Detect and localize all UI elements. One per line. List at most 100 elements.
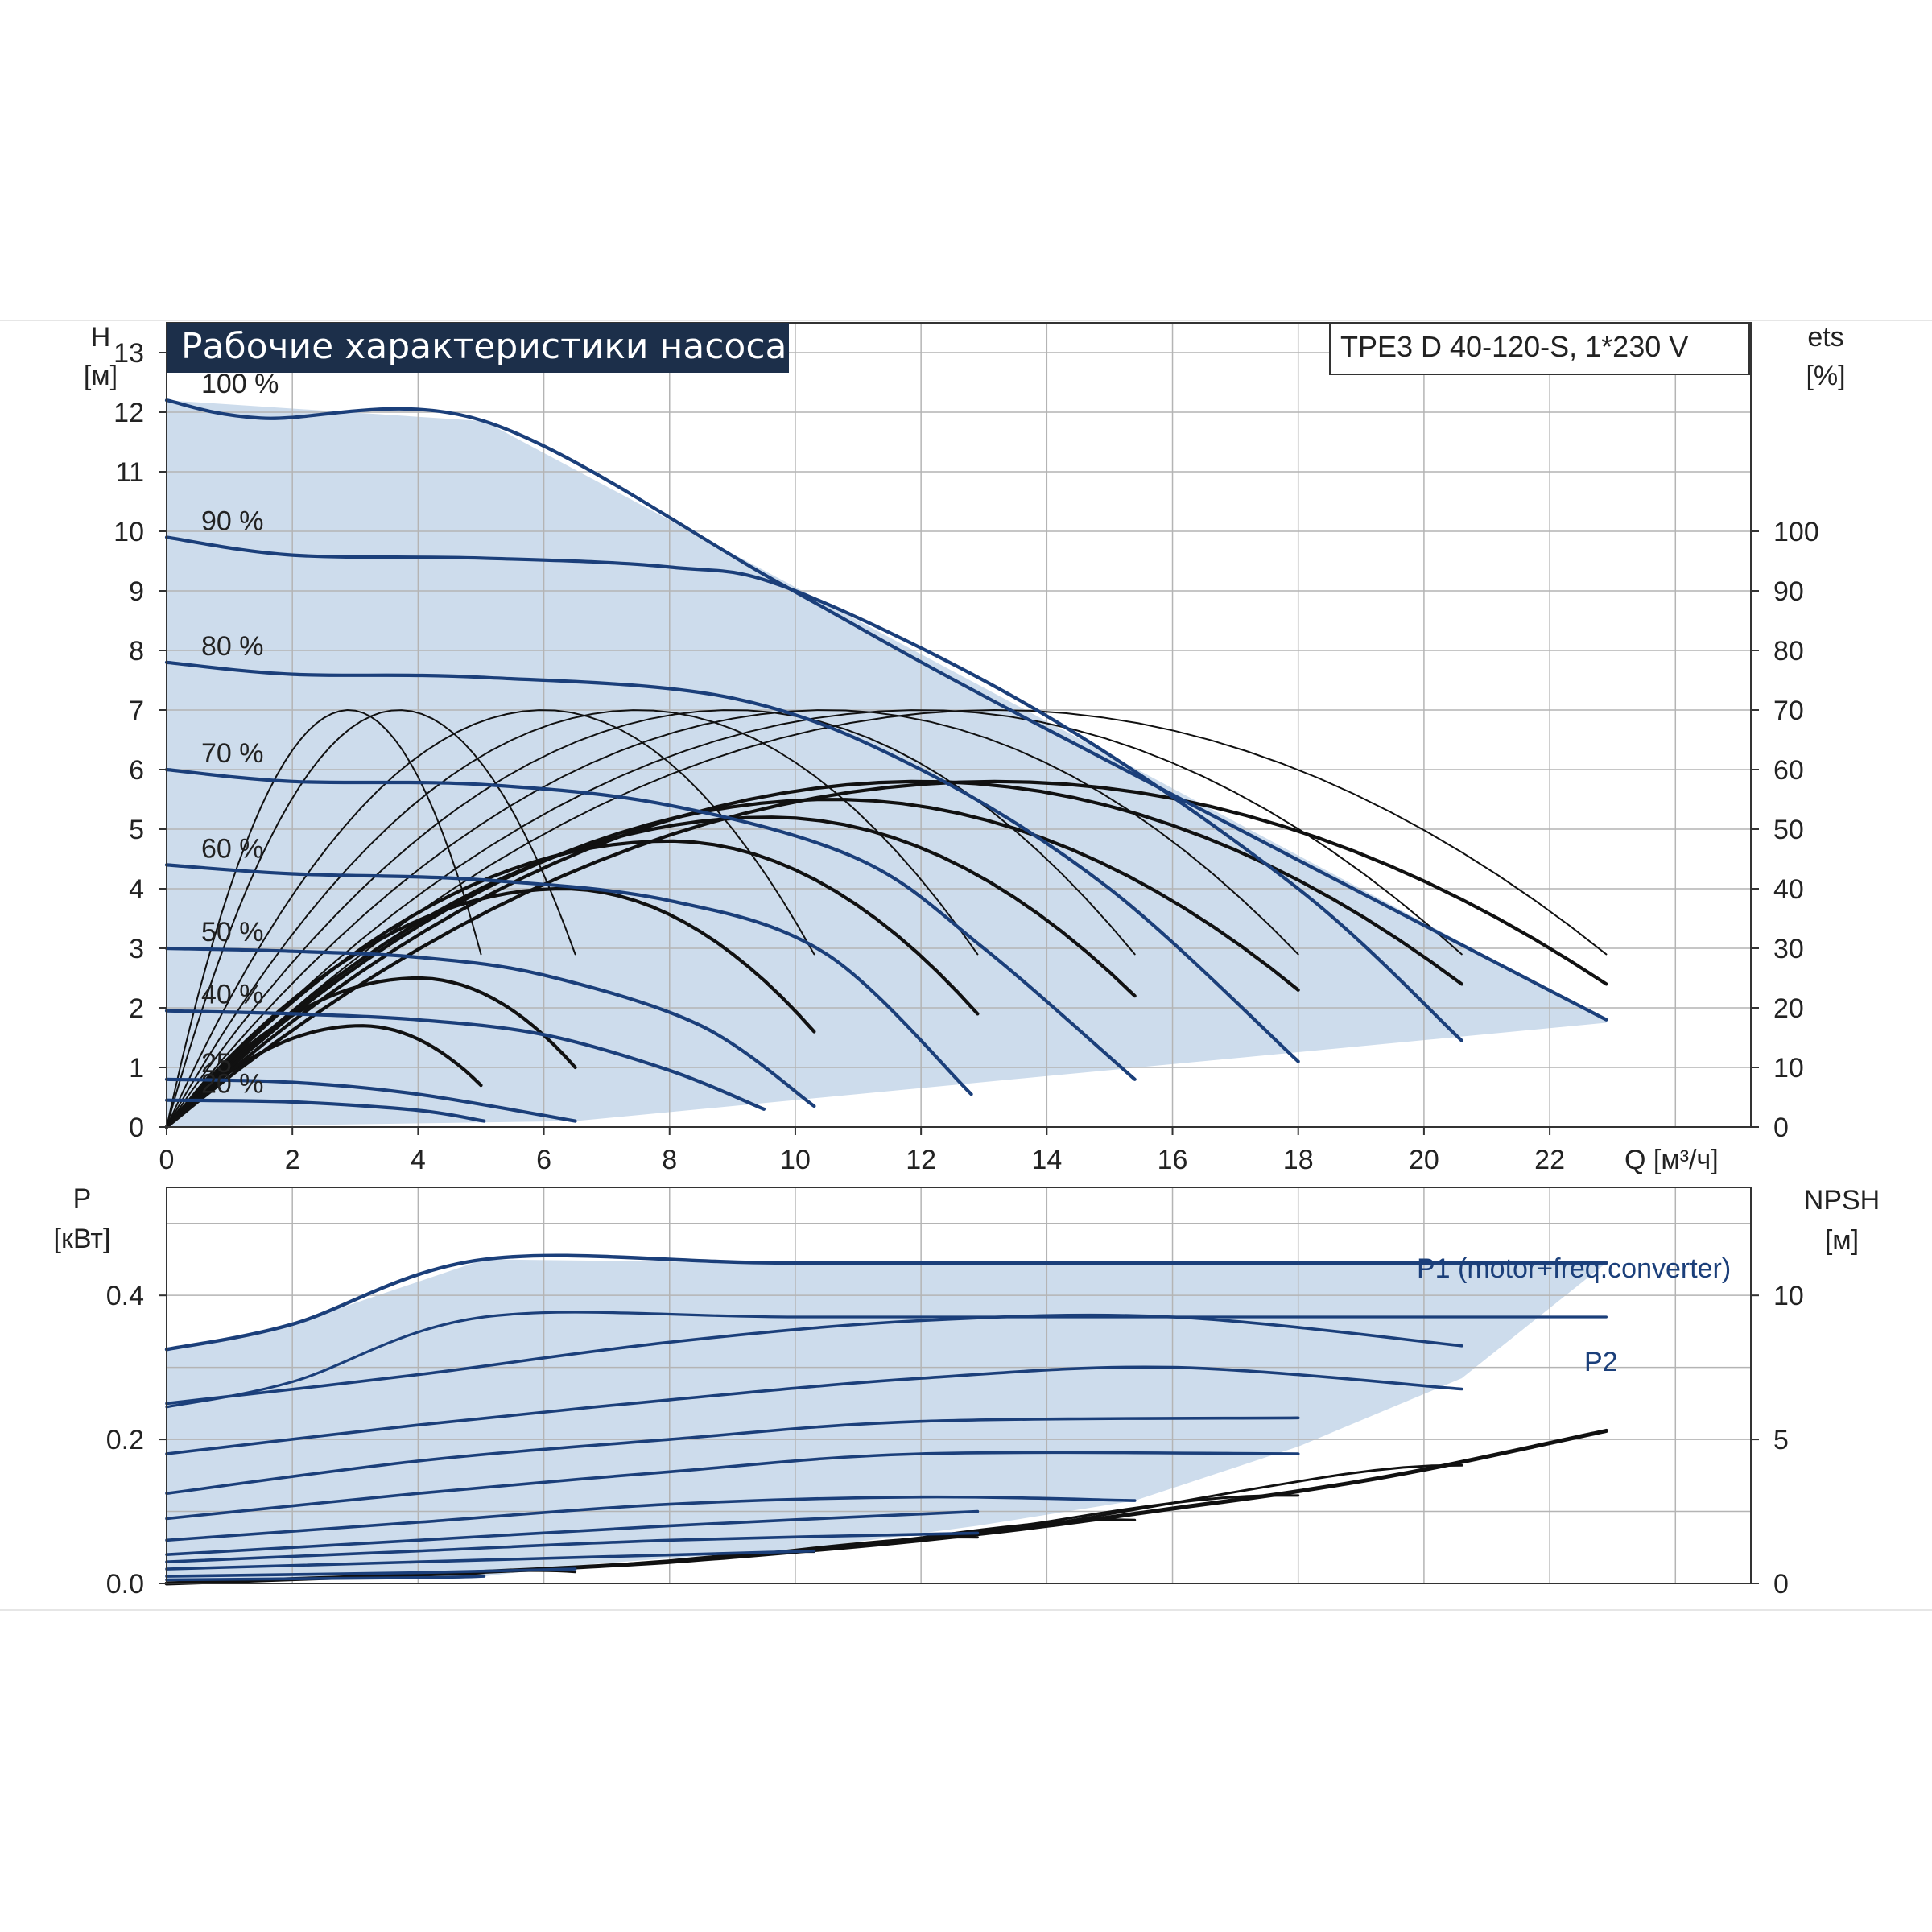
speed-curve-label: 60 % xyxy=(201,833,264,864)
model-box-frame xyxy=(1329,322,1750,375)
efficiency-curve xyxy=(166,709,815,1128)
y2-tick-label: 100 xyxy=(1773,517,1819,547)
x-tick-label: 16 xyxy=(1158,1145,1188,1175)
power-plot-frame xyxy=(166,1187,1752,1584)
x-tick-label: 4 xyxy=(411,1145,426,1175)
speed-power-curve xyxy=(165,1495,1137,1542)
npsh-tick-label: 5 xyxy=(1773,1425,1789,1455)
speed-power-curve xyxy=(165,1509,980,1556)
speed-power-curve xyxy=(165,1313,1463,1406)
y-tick-label: 8 xyxy=(129,636,144,667)
npsh-axis-unit: [м] xyxy=(1825,1225,1859,1256)
speed-curve-label: 40 % xyxy=(201,980,264,1010)
x-tick-label: 12 xyxy=(906,1145,936,1175)
y2-tick-label: 20 xyxy=(1773,993,1804,1024)
y2-tick-label: 0 xyxy=(1773,1113,1789,1143)
speed-power-curve xyxy=(165,1531,980,1563)
y2-axis-label: ets xyxy=(1807,322,1843,353)
model-label: TPE3 D 40-120-S, 1*230 V xyxy=(1340,330,1688,363)
power-tick-label: 0.2 xyxy=(106,1425,144,1455)
y-tick-label: 13 xyxy=(114,338,144,369)
power-tick-label: 0.0 xyxy=(106,1569,144,1600)
speed-power-curve xyxy=(165,1575,486,1582)
power-npsh-plot: 0.0 0.2 0.4 0 5 10 xyxy=(106,1187,1804,1600)
efficiency-curve xyxy=(164,798,1300,1129)
npsh-axis-label: NPSH xyxy=(1804,1185,1880,1216)
y2-tick-label: 70 xyxy=(1773,696,1804,726)
y-tick-label: 4 xyxy=(129,874,144,905)
speed-curve xyxy=(164,946,816,1108)
x-tick-label: 2 xyxy=(285,1145,300,1175)
head-plot-frame xyxy=(166,322,1752,1128)
x-tick-label: 6 xyxy=(536,1145,551,1175)
title-background xyxy=(167,323,789,373)
operating-area xyxy=(167,400,1607,1127)
speed-curve-label: 25 xyxy=(201,1048,232,1079)
npsh-branch xyxy=(787,1494,1300,1554)
p1-series-label: P1 (motor+freq.converter) xyxy=(1417,1253,1731,1284)
speed-curve-label: 70 % xyxy=(201,738,264,769)
efficiency-curve xyxy=(166,709,1463,1128)
p2-series-label: P2 xyxy=(1584,1347,1618,1377)
x-tick-label: 10 xyxy=(780,1145,811,1175)
y-axis-label: H xyxy=(91,322,111,353)
power-axis-label: P xyxy=(73,1183,92,1214)
efficiency-curve xyxy=(166,709,576,1128)
speed-curve xyxy=(164,535,1463,1042)
speed-curve-label: 50 % xyxy=(201,917,264,947)
y2-tick-label: 10 xyxy=(1773,1053,1804,1084)
head-efficiency-plot: 0 2 4 6 8 10 12 14 16 18 20 22012345678910111213010… xyxy=(114,322,1819,1175)
speed-curve xyxy=(164,398,1608,1022)
speed-curve-label: 100 % xyxy=(201,369,279,399)
y2-tick-label: 40 xyxy=(1773,874,1804,905)
x-tick-label: 14 xyxy=(1031,1145,1062,1175)
y-tick-label: 10 xyxy=(114,517,144,547)
model-box: TPE3 D 40-120-S, 1*230 V xyxy=(1329,322,1750,375)
speed-curve xyxy=(164,1009,766,1111)
y-axis-unit: [м] xyxy=(84,361,118,391)
speed-curve xyxy=(164,1098,486,1123)
x-tick-label: 0 xyxy=(159,1145,175,1175)
speed-power-curve xyxy=(165,1567,577,1578)
speed-curve xyxy=(164,660,1300,1063)
y-tick-label: 9 xyxy=(129,576,144,607)
y2-tick-label: 30 xyxy=(1773,934,1804,964)
p1-curve xyxy=(164,1253,1608,1352)
speed-curve-label: 80 % xyxy=(201,631,264,662)
speed-curve xyxy=(164,863,973,1096)
speed-curve xyxy=(164,1077,577,1123)
x-tick-label: 22 xyxy=(1534,1145,1565,1175)
x-axis-label: Q [м³/ч] xyxy=(1624,1145,1719,1175)
npsh-tick-label: 10 xyxy=(1773,1281,1804,1311)
y2-tick-label: 60 xyxy=(1773,755,1804,786)
y-tick-label: 0 xyxy=(129,1113,144,1143)
y2-tick-label: 90 xyxy=(1773,576,1804,607)
y2-axis-unit: [%] xyxy=(1806,361,1845,391)
speed-curve-label: 90 % xyxy=(201,506,264,536)
efficiency-curve xyxy=(166,708,482,1128)
chart-title: Рабочие характеристики насоса xyxy=(181,326,786,367)
speed-power-curve xyxy=(165,1451,1300,1521)
y-tick-label: 3 xyxy=(129,934,144,964)
efficiency-curve xyxy=(166,709,1299,1128)
chart-title-box: Рабочие характеристики насоса xyxy=(167,323,789,373)
speed-power-curve xyxy=(165,1365,1463,1455)
speed-curve-label: 20 % xyxy=(201,1069,264,1100)
p2-curve xyxy=(165,1311,1608,1409)
efficiency-curve xyxy=(164,779,1463,1129)
power-tick-label: 0.4 xyxy=(106,1281,144,1311)
y-tick-label: 12 xyxy=(114,398,144,428)
speed-power-curve xyxy=(165,1549,816,1571)
y-tick-label: 1 xyxy=(129,1053,144,1084)
x-tick-label: 20 xyxy=(1409,1145,1439,1175)
x-tick-label: 8 xyxy=(662,1145,677,1175)
y-tick-label: 5 xyxy=(129,815,144,845)
y2-tick-label: 80 xyxy=(1773,636,1804,667)
x-tick-label: 18 xyxy=(1283,1145,1314,1175)
speed-power-curve xyxy=(165,1416,1300,1495)
y2-tick-label: 50 xyxy=(1773,815,1804,845)
speed-curve xyxy=(164,767,1137,1081)
y-tick-label: 7 xyxy=(129,696,144,726)
npsh-tick-label: 0 xyxy=(1773,1569,1789,1600)
